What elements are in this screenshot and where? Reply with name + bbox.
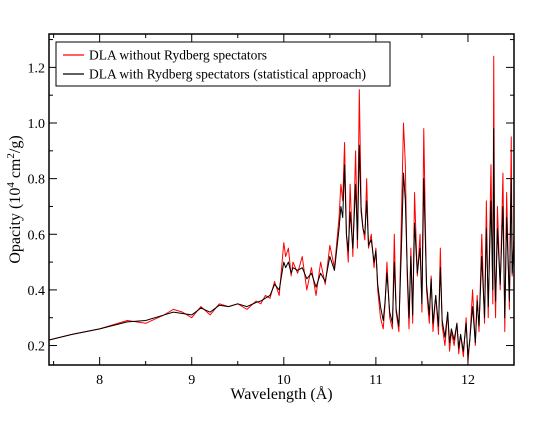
y-tick-label: 1.0: [28, 117, 46, 132]
legend-label-series-1: DLA with Rydberg spectators (statistical…: [89, 67, 366, 82]
plot-frame: [48, 33, 515, 366]
x-tick-label: 11: [369, 373, 382, 388]
series-line-0: [49, 55, 514, 363]
y-axis-label: Opacity (104 cm2/g): [5, 135, 24, 263]
series-line-1: [49, 128, 514, 358]
y-tick-label: 0.8: [28, 173, 46, 188]
y-tick-label: 0.6: [28, 228, 46, 243]
y-tick-label: 1.2: [28, 61, 46, 76]
y-tick-label: 0.4: [28, 284, 46, 299]
x-tick-label: 9: [188, 373, 195, 388]
legend-label-series-0: DLA without Rydberg spectators: [89, 48, 267, 63]
legend: DLA without Rydberg spectators DLA with …: [55, 41, 391, 87]
series-layer: [49, 55, 514, 363]
x-tick-label: 10: [277, 373, 291, 388]
x-axis-label: Wavelength (Å): [230, 385, 332, 403]
tick-layer: [49, 34, 515, 365]
legend-box: [55, 41, 391, 87]
tick-label-layer: 8 9 10 11 12 0.2 0.4 0.6 0.8 1.0 1.2: [28, 61, 475, 388]
y-tick-label: 0.2: [28, 340, 46, 355]
x-tick-label: 8: [96, 373, 103, 388]
x-tick-label: 12: [461, 373, 475, 388]
